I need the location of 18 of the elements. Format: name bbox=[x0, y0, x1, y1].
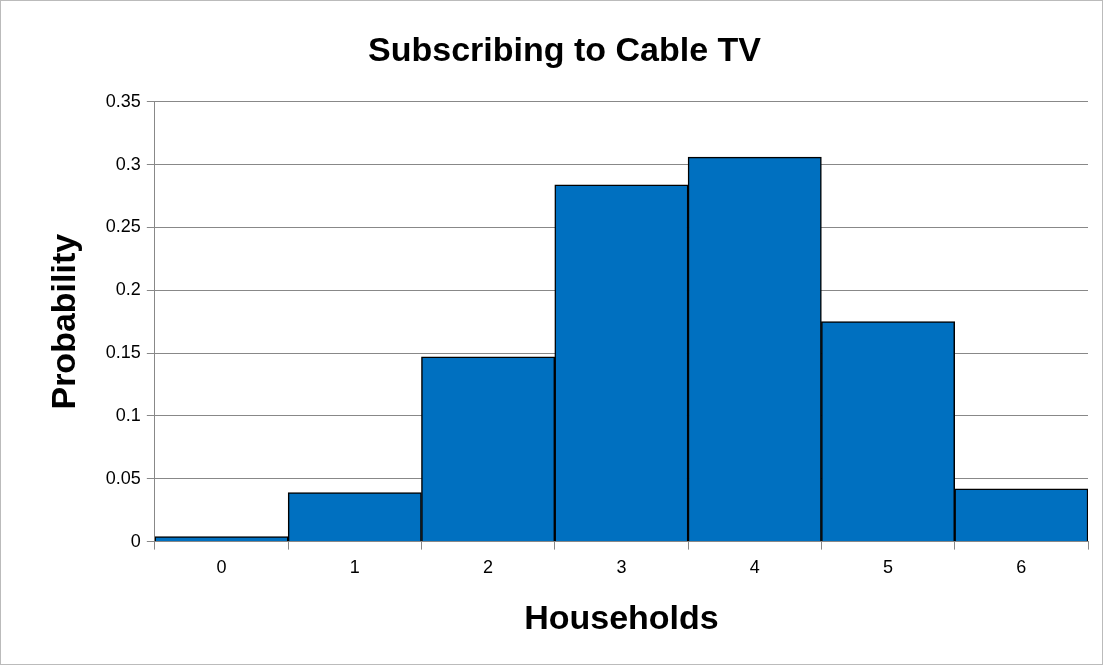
x-tick-label: 2 bbox=[483, 557, 494, 578]
x-tick-label: 5 bbox=[883, 557, 894, 578]
y-tick-label: 0.25 bbox=[105, 216, 141, 237]
y-tick-label: 0.3 bbox=[115, 153, 141, 174]
x-tick-label: 6 bbox=[1016, 557, 1027, 578]
y-tick-label: 0 bbox=[130, 530, 141, 551]
y-tick-label: 0.15 bbox=[105, 342, 141, 363]
chart-title: Subscribing to Cable TV bbox=[368, 29, 762, 68]
y-tick-label: 0.1 bbox=[115, 404, 141, 425]
x-axis-title: Households bbox=[524, 597, 719, 636]
y-axis-title: Probability bbox=[43, 233, 82, 410]
y-tick-label: 0.35 bbox=[105, 90, 141, 111]
y-tick-label: 0.05 bbox=[105, 467, 141, 488]
x-tick-label: 4 bbox=[749, 557, 760, 578]
x-tick-label: 0 bbox=[216, 557, 227, 578]
x-tick-label: 3 bbox=[616, 557, 627, 578]
y-tick-label: 0.2 bbox=[115, 279, 141, 300]
x-tick-label: 1 bbox=[349, 557, 360, 578]
